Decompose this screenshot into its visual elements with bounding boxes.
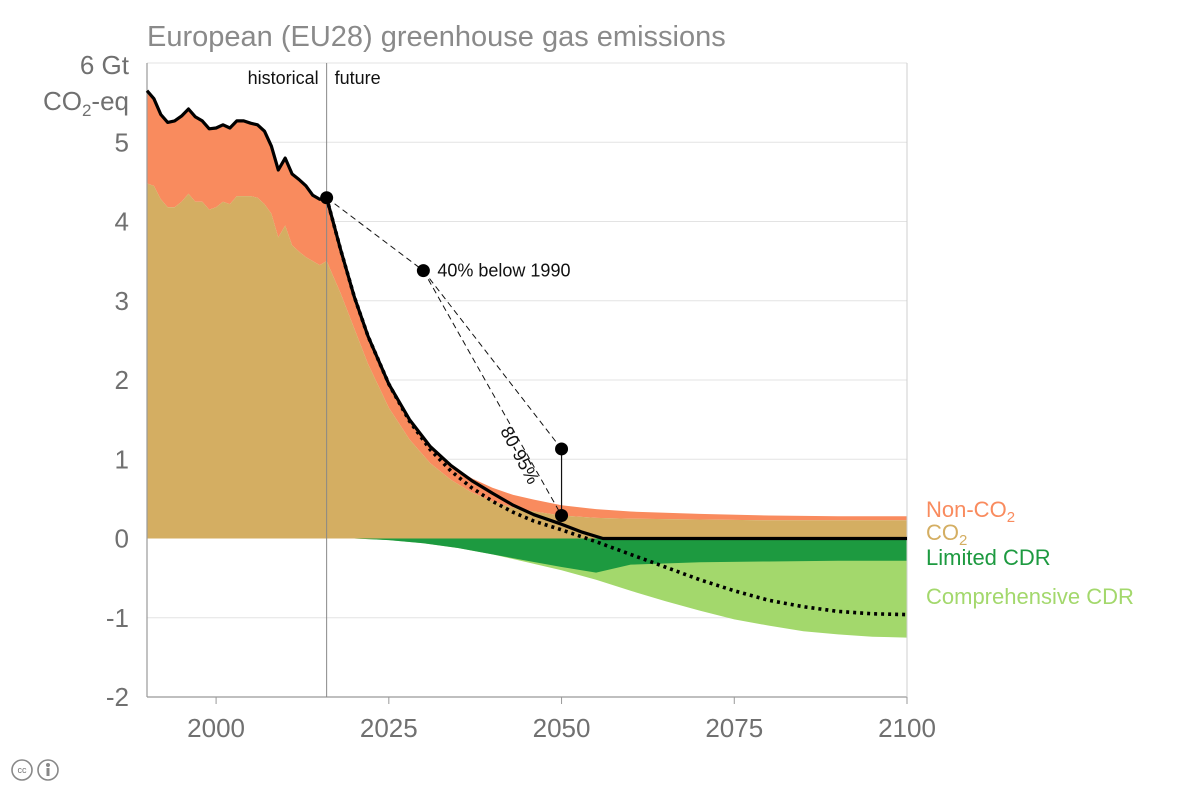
legend-entry: Non-CO2 [926, 497, 1015, 526]
legend-entry: Limited CDR [926, 545, 1051, 570]
y-tick-label: 4 [115, 207, 129, 237]
y-tick-label: 2 [115, 365, 129, 395]
y-unit-line1: 6 Gt [80, 50, 130, 80]
tick-labels: 2000 2025 2050 2075 2100 -2 -1 0 1 2 3 4 5 [106, 127, 936, 743]
net-emissions-limited-line [325, 197, 907, 541]
target-marker-label: 40% below 1990 [437, 261, 570, 281]
y-tick-label: 5 [115, 127, 129, 157]
target-range-label: 80-95% [496, 423, 543, 487]
creative-commons-icons: cc [11, 759, 59, 781]
y-unit-line2: CO2-eq [43, 86, 129, 120]
net-emissions-historical-line [145, 89, 327, 201]
y-tick-label: 3 [115, 286, 129, 316]
cc-icon [11, 759, 33, 781]
x-tick-label: 2075 [705, 713, 763, 743]
dashed-path-2030-2050-lower [422, 270, 562, 516]
y-unit-co: CO [43, 86, 82, 116]
y-tick-label: 0 [115, 524, 129, 554]
x-tick-label: 2025 [360, 713, 418, 743]
y-unit-tail: -eq [91, 86, 129, 116]
attribution-icon [37, 759, 59, 781]
target-marker [416, 264, 430, 278]
historical-label: historical [248, 68, 319, 88]
svg-text:cc: cc [18, 765, 28, 775]
target-marker [555, 442, 569, 456]
dashed-path-2016-2030 [326, 197, 424, 272]
target-marker [555, 509, 569, 523]
legend-entry: Comprehensive CDR [926, 584, 1134, 609]
y-unit-sub: 2 [82, 101, 91, 120]
x-tick-label: 2100 [878, 713, 936, 743]
area-comprehensive-cdr [354, 538, 908, 638]
stacked-areas [147, 90, 908, 638]
y-tick-label: -1 [106, 603, 129, 633]
x-tick-label: 2000 [187, 713, 245, 743]
area-non-co2 [147, 90, 907, 521]
area-co2 [147, 183, 907, 539]
chart-title: European (EU28) greenhouse gas emissions [147, 21, 726, 53]
target-marker [320, 191, 334, 205]
dashed-path-2030-2050-upper [422, 270, 562, 450]
y-tick-label: -2 [106, 682, 129, 712]
y-tick-label: 1 [115, 444, 129, 474]
x-tick-label: 2050 [533, 713, 591, 743]
net-emissions-comprehensive-line [324, 197, 908, 617]
future-label: future [335, 68, 381, 88]
axes: historical future [146, 63, 908, 698]
legend-entry: CO2 [926, 520, 967, 549]
emission-lines [145, 89, 908, 617]
